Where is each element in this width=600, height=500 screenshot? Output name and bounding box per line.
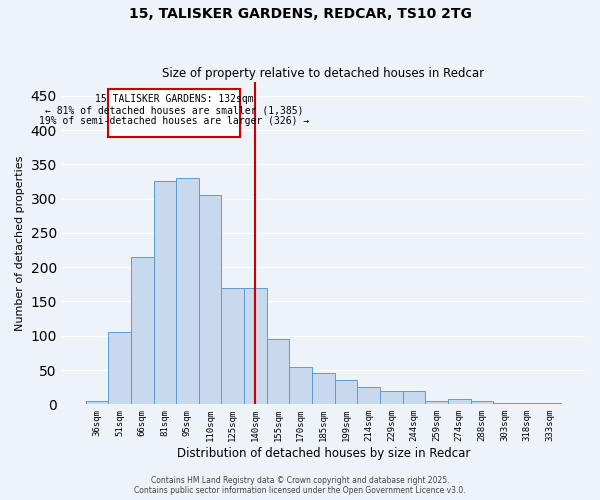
Bar [131,257,154,404]
Bar [358,387,380,404]
X-axis label: Distribution of detached houses by size in Redcar: Distribution of detached houses by size … [177,447,470,460]
Bar [448,399,470,404]
Text: Contains HM Land Registry data © Crown copyright and database right 2025.
Contai: Contains HM Land Registry data © Crown c… [134,476,466,495]
Bar [267,339,289,404]
Text: 15, TALISKER GARDENS, REDCAR, TS10 2TG: 15, TALISKER GARDENS, REDCAR, TS10 2TG [128,8,472,22]
Bar [244,288,267,405]
Bar [470,401,493,404]
Bar [154,182,176,404]
Bar [493,403,516,404]
Bar [403,390,425,404]
Bar [335,380,358,404]
Bar [221,288,244,405]
Bar [380,390,403,404]
FancyBboxPatch shape [108,89,239,137]
Bar [312,374,335,404]
Text: 19% of semi-detached houses are larger (326) →: 19% of semi-detached houses are larger (… [39,116,309,126]
Text: 15 TALISKER GARDENS: 132sqm: 15 TALISKER GARDENS: 132sqm [95,94,253,104]
Bar [289,366,312,405]
Bar [199,195,221,404]
Bar [86,401,108,404]
Bar [108,332,131,404]
Bar [425,401,448,404]
Bar [516,403,539,404]
Bar [539,403,561,404]
Text: ← 81% of detached houses are smaller (1,385): ← 81% of detached houses are smaller (1,… [44,106,303,116]
Y-axis label: Number of detached properties: Number of detached properties [15,156,25,331]
Bar [176,178,199,404]
Title: Size of property relative to detached houses in Redcar: Size of property relative to detached ho… [163,66,484,80]
